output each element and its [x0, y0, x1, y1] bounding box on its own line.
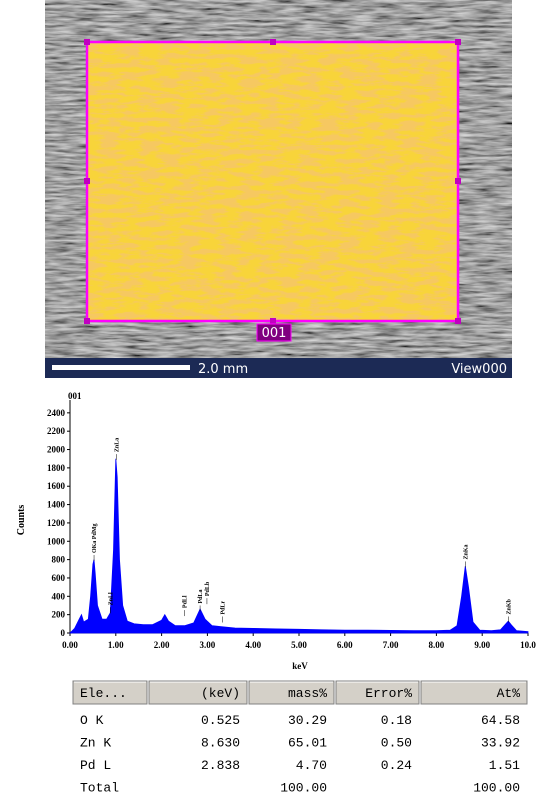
- y-tick-label: 600: [52, 573, 66, 583]
- x-axis-label: keV: [292, 661, 308, 671]
- header-cell: [335, 680, 420, 705]
- peak-label: PdLr: [221, 600, 227, 614]
- x-tick-label: 10.0: [520, 640, 536, 650]
- y-tick-label: 0: [61, 628, 66, 638]
- cell-text: 0.18: [381, 713, 412, 728]
- cell-text: 30.29: [288, 713, 327, 728]
- x-tick-label: 5.00: [291, 640, 307, 650]
- cell-text: 8.630: [201, 736, 240, 751]
- cell-text: 4.70: [296, 758, 327, 773]
- y-tick-label: 1800: [47, 463, 66, 473]
- cell-text: Zn K: [80, 736, 111, 751]
- x-tick-label: 8.00: [429, 640, 445, 650]
- x-tick-label: 0.00: [62, 640, 78, 650]
- sem-image: 001 2.0 mm View000: [45, 0, 512, 378]
- cell-text: Total: [80, 781, 119, 796]
- header-text: At%: [497, 686, 521, 701]
- scale-label: 2.0 mm: [198, 362, 248, 377]
- y-axis-label: Counts: [16, 505, 27, 536]
- handles: [84, 39, 461, 324]
- x-tick-label: 6.00: [337, 640, 353, 650]
- region-label: 001: [262, 326, 287, 341]
- header-cell: [148, 680, 248, 705]
- y-tick-label: 400: [52, 591, 66, 601]
- y-tick-label: 200: [52, 610, 66, 620]
- y-tick-label: 1600: [47, 481, 66, 491]
- cell-text: Pd L: [80, 758, 111, 773]
- region-label-box: [256, 323, 292, 342]
- x-tick-label: 4.00: [245, 640, 261, 650]
- cell-text: 33.92: [481, 736, 520, 751]
- peak-label: PdLl: [183, 595, 189, 608]
- peak-label: ZnKa: [463, 544, 469, 559]
- peak-label: PdLb: [205, 581, 211, 596]
- header-text: Error%: [365, 686, 412, 701]
- cell-text: 100.00: [473, 781, 520, 796]
- header-text: Ele...: [80, 686, 127, 701]
- x-tick-label: 7.00: [383, 640, 399, 650]
- x-tick-label: 1.00: [108, 640, 124, 650]
- header-cell: [248, 680, 335, 705]
- header-text: mass%: [288, 686, 327, 701]
- x-tick-label: 9.00: [474, 640, 490, 650]
- spectrum: [69, 458, 529, 634]
- scale-bar: [52, 365, 190, 370]
- y-tick-label: 800: [52, 555, 66, 565]
- y-tick-label: 2000: [47, 445, 66, 455]
- peak-label: PdLa: [198, 589, 204, 603]
- peak-label: OKa PdMg: [92, 524, 98, 554]
- y-tick-label: 1200: [47, 518, 66, 528]
- header-cell: [420, 680, 528, 705]
- cell-text: 65.01: [288, 736, 327, 751]
- header-text: (keV): [201, 686, 240, 701]
- x-tick-label: 3.00: [200, 640, 216, 650]
- peak-label: ZnKb: [506, 598, 512, 614]
- view-label: View000: [451, 362, 507, 377]
- cell-text: 64.58: [481, 713, 520, 728]
- spectrum-chart: 001 Counts keV 0 200 400 600 800 1000 1200 1400…: [16, 391, 536, 671]
- y-tick-label: 2200: [47, 426, 66, 436]
- info-bar: [45, 358, 512, 378]
- map-texture: [87, 42, 458, 321]
- x-tick-label: 2.00: [154, 640, 170, 650]
- y-tick-label: 2400: [47, 408, 66, 418]
- chart-title: 001: [68, 391, 82, 401]
- peak-label: ZnLa: [114, 438, 120, 452]
- cell-text: 0.525: [201, 713, 240, 728]
- cell-text: 1.51: [489, 758, 520, 773]
- cell-text: 2.838: [201, 758, 240, 773]
- cell-text: 100.00: [280, 781, 327, 796]
- cell-text: 0.50: [381, 736, 412, 751]
- y-tick-label: 1000: [47, 536, 66, 546]
- header-cell: [72, 680, 148, 705]
- result-table: Ele... (keV) mass% Error% At% O K 0.525 30.29 0.…: [72, 680, 528, 796]
- y-tick-label: 1400: [47, 500, 66, 510]
- peak-label: ZnLl: [108, 592, 114, 605]
- cell-text: O K: [80, 713, 104, 728]
- cell-text: 0.24: [381, 758, 412, 773]
